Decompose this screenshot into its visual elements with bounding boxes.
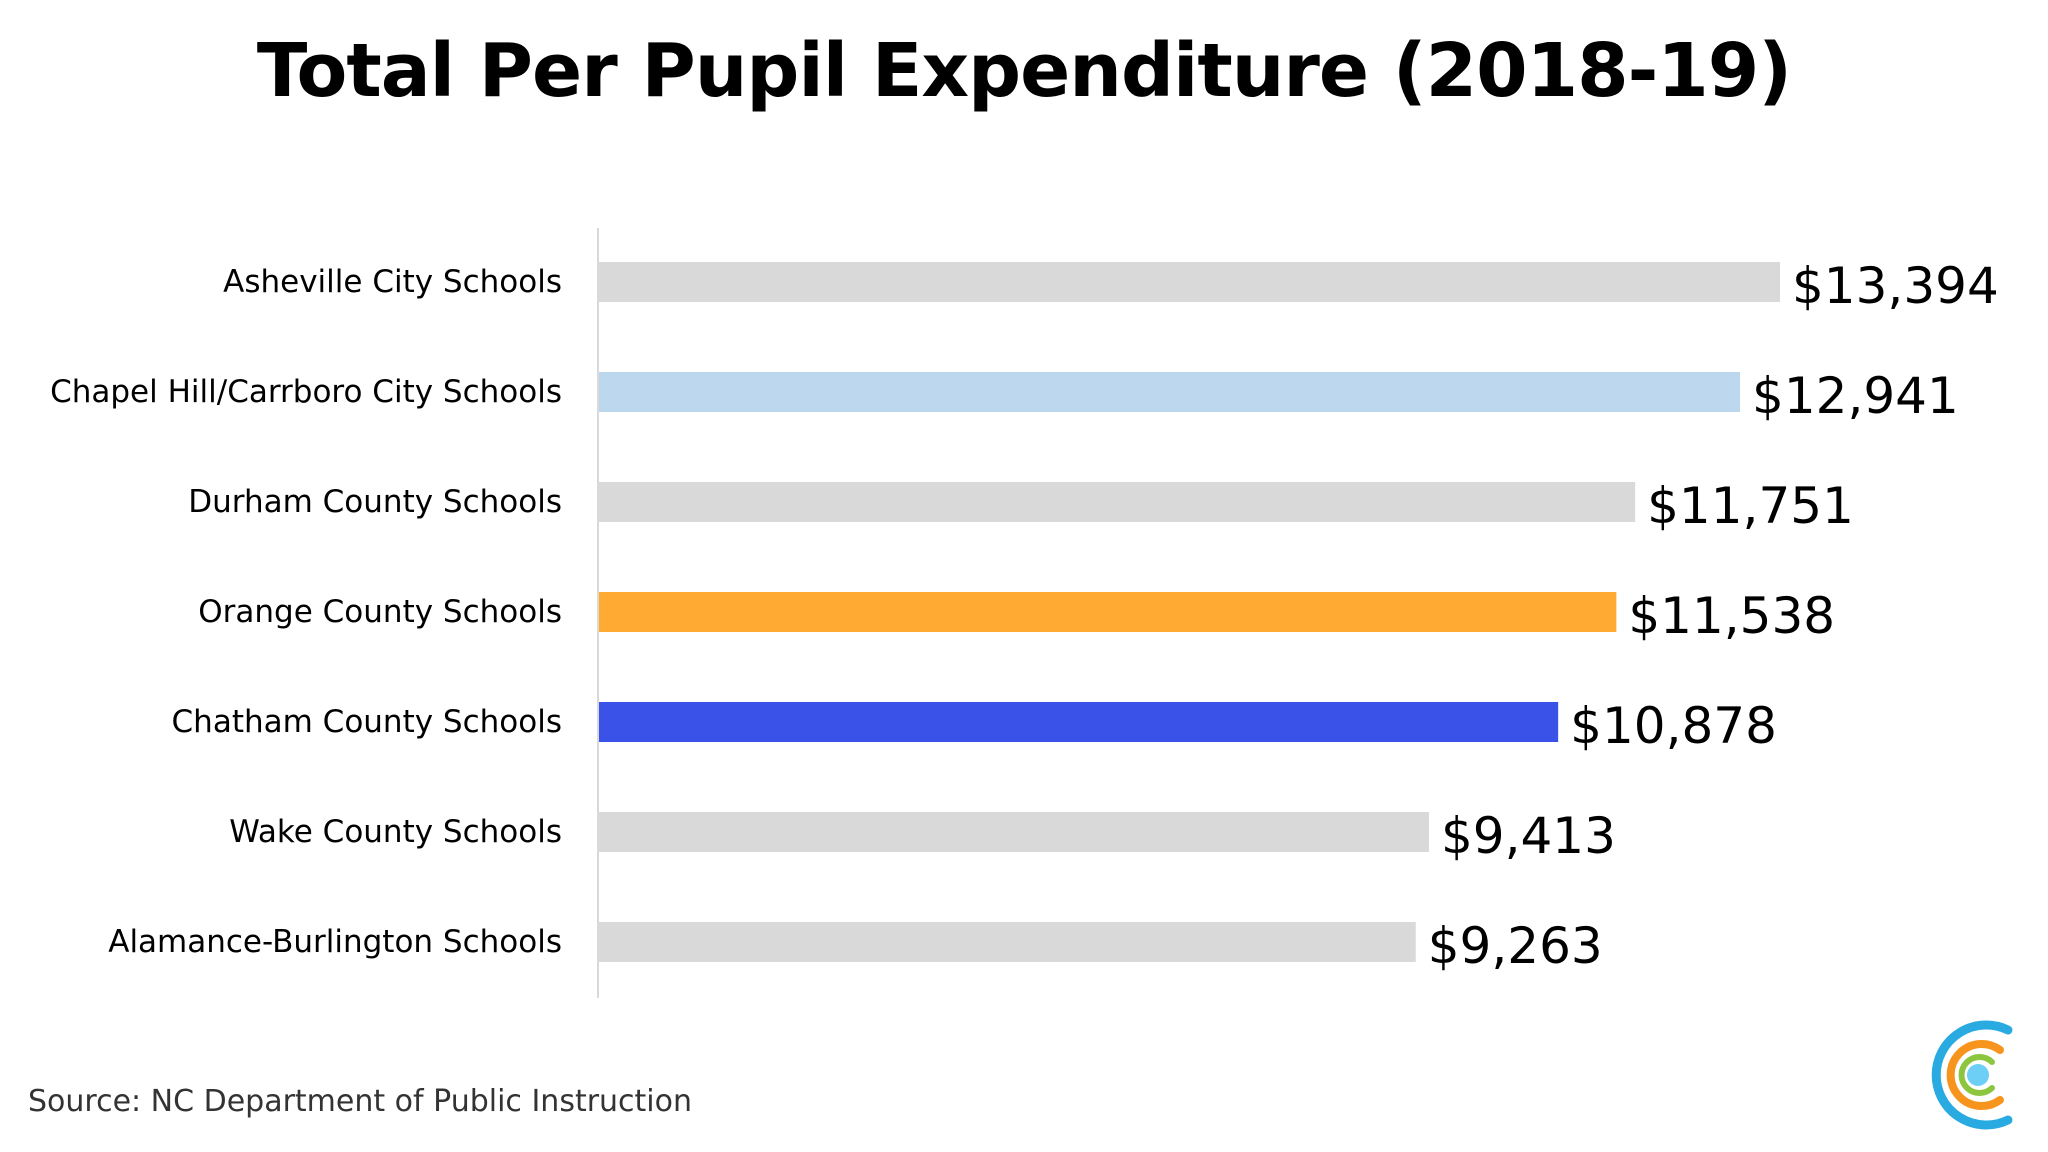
category-label: Orange County Schools: [198, 594, 562, 630]
value-label: $9,263: [1428, 917, 1603, 975]
bar: [599, 372, 1741, 412]
category-label: Chatham County Schools: [172, 704, 562, 740]
bar: [599, 262, 1780, 302]
bar: [599, 482, 1636, 522]
bar: [599, 702, 1559, 742]
category-label: Durham County Schools: [188, 484, 562, 520]
category-label: Asheville City Schools: [223, 264, 562, 300]
value-label: $11,538: [1628, 587, 1835, 645]
value-label: $13,394: [1792, 257, 1999, 315]
bar: [599, 812, 1429, 852]
category-label: Chapel Hill/Carrboro City Schools: [50, 374, 562, 410]
category-label: Alamance-Burlington Schools: [108, 924, 562, 960]
category-label: Wake County Schools: [229, 814, 562, 850]
value-label: $10,878: [1570, 697, 1777, 755]
value-label: $12,941: [1752, 367, 1959, 425]
concentric-circles-logo-icon: [1931, 1020, 2013, 1130]
value-label: $9,413: [1441, 807, 1616, 865]
bar: [599, 922, 1416, 962]
chart-title: Total Per Pupil Expenditure (2018-19): [256, 28, 1792, 114]
source-note: Source: NC Department of Public Instruct…: [28, 1084, 693, 1119]
bar: [599, 592, 1617, 632]
value-label: $11,751: [1647, 477, 1854, 535]
